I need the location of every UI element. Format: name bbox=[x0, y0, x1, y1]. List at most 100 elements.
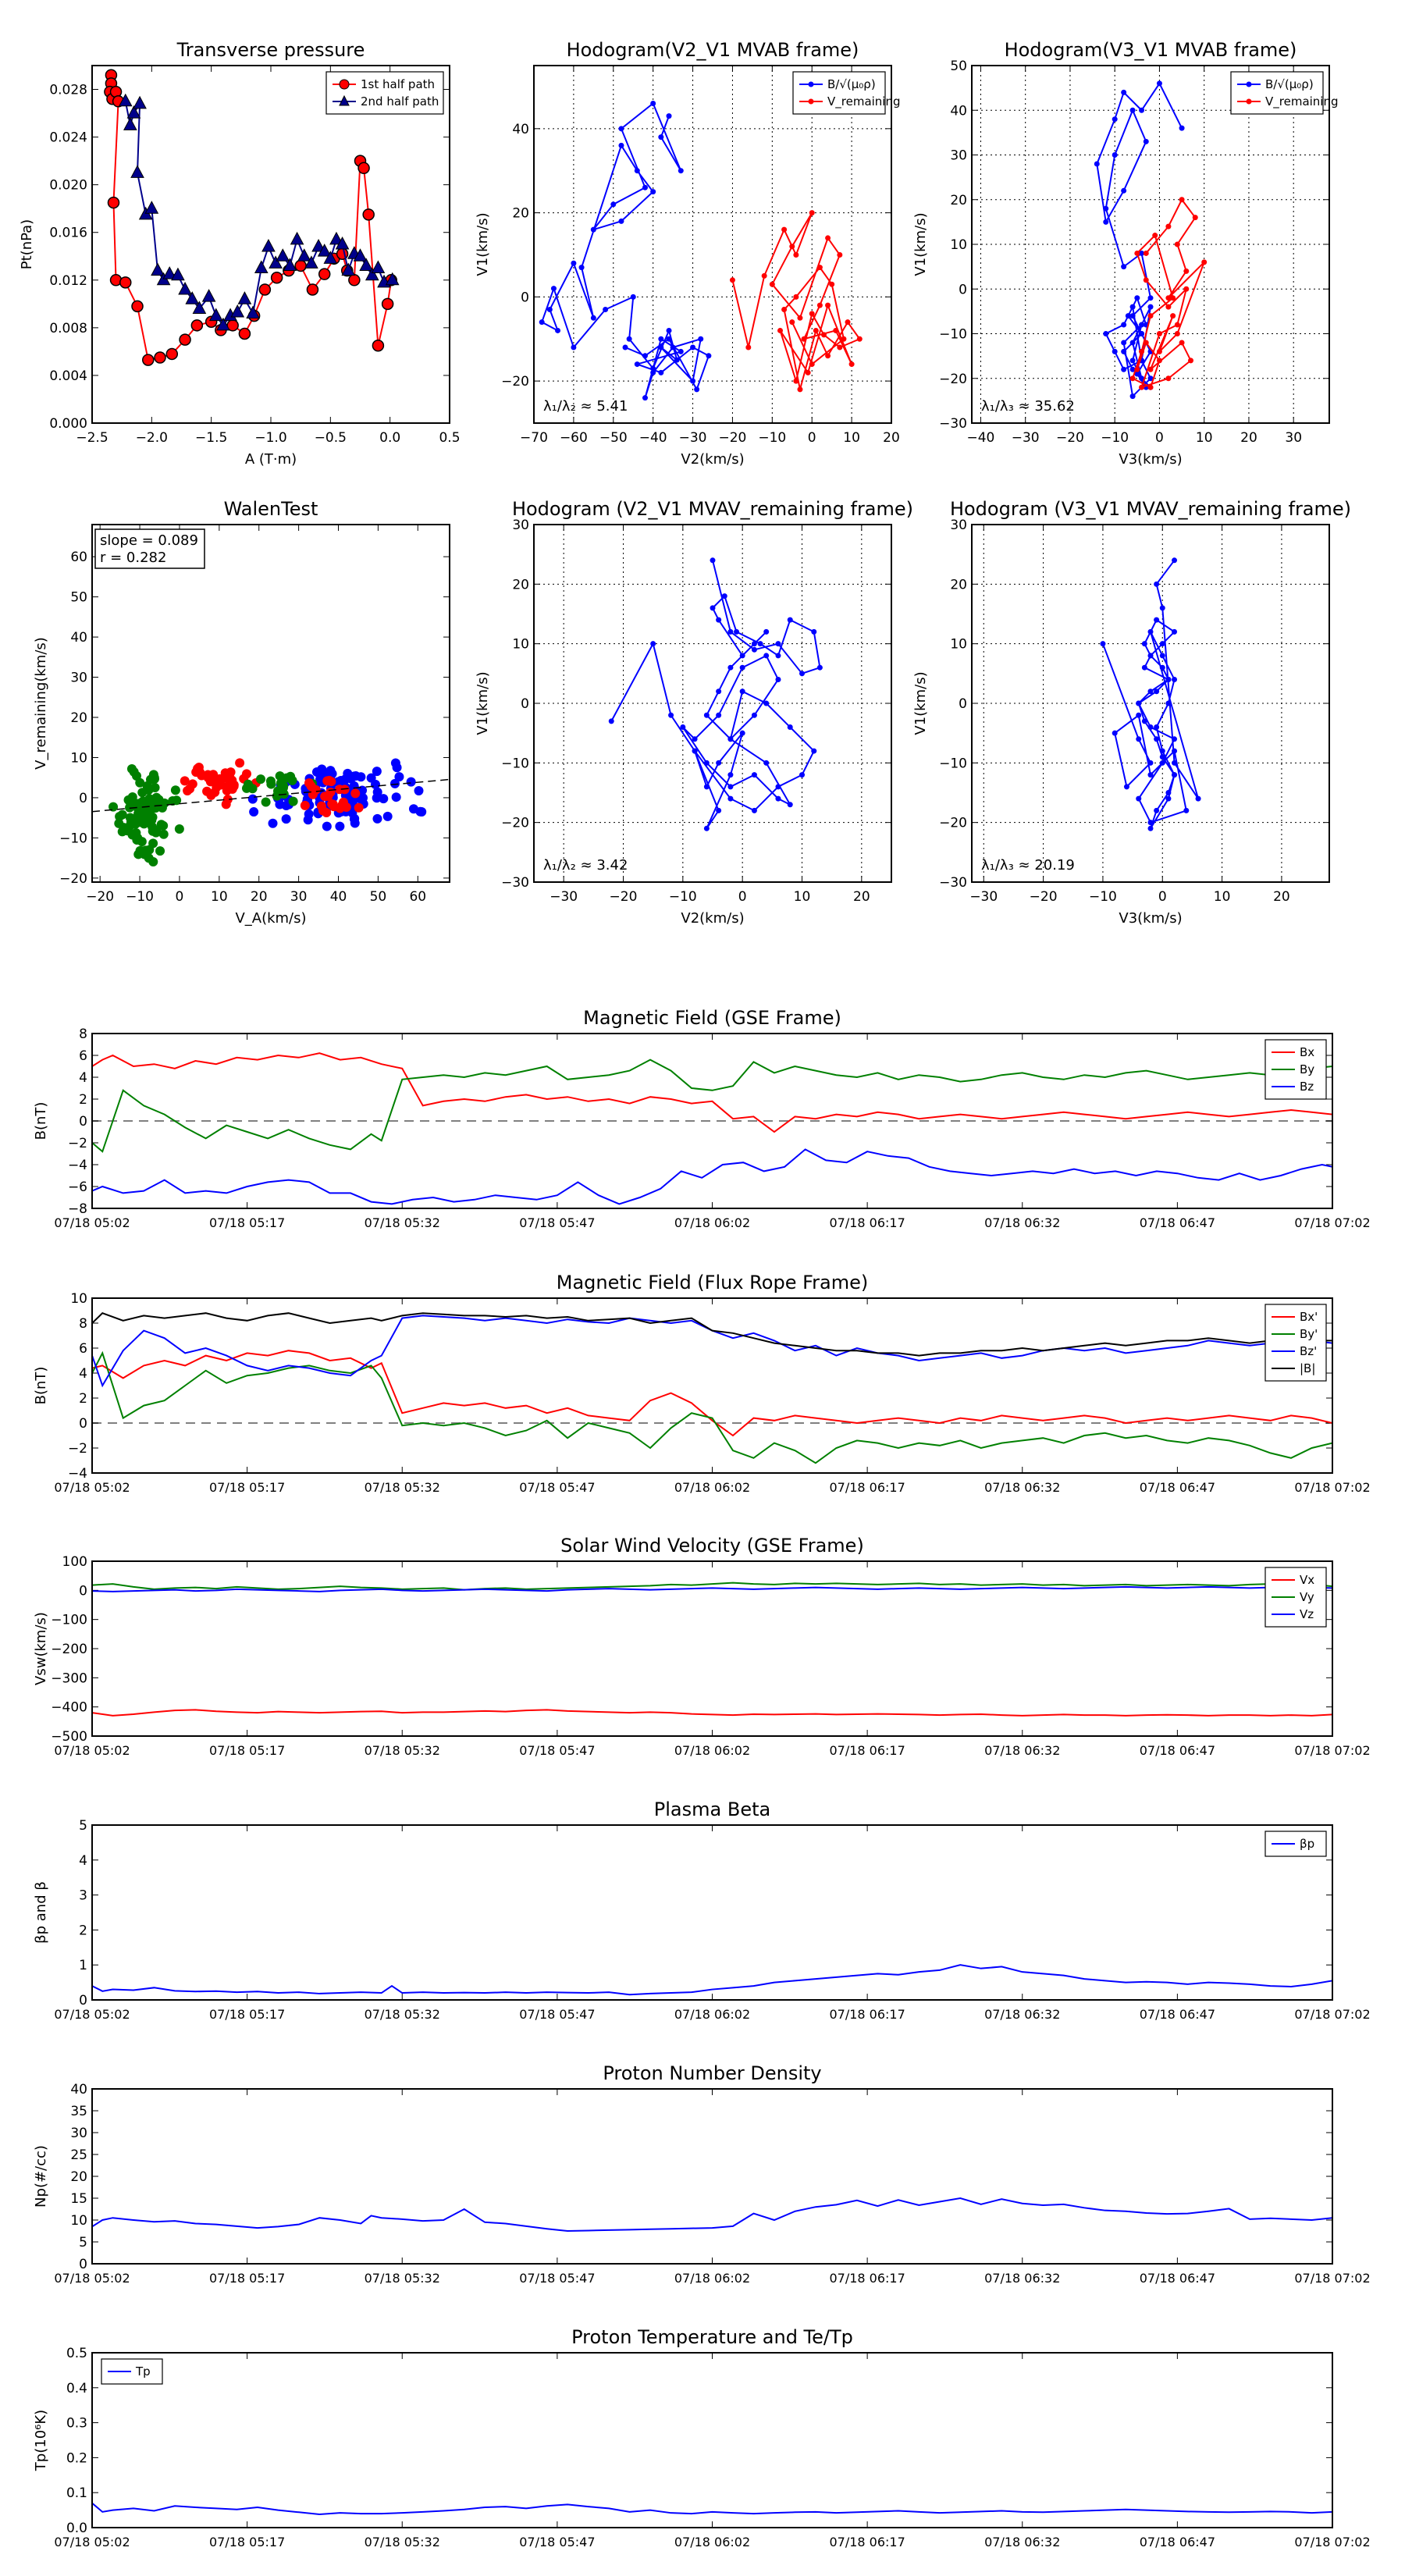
y-tick-label: 0 bbox=[521, 696, 529, 712]
data-point bbox=[578, 265, 585, 271]
legend-box bbox=[325, 71, 444, 115]
legend-marker bbox=[808, 81, 814, 87]
data-point bbox=[571, 260, 577, 266]
data-point bbox=[727, 736, 734, 742]
data-point bbox=[799, 772, 805, 778]
x-tick-label: 0 bbox=[1155, 430, 1164, 446]
data-point bbox=[323, 251, 338, 264]
y-axis-label: B(nT) bbox=[33, 1102, 49, 1140]
data-point bbox=[775, 676, 781, 682]
data-point bbox=[658, 344, 664, 350]
x-axis-label: V_A(km/s) bbox=[235, 910, 306, 927]
x-tick-label: 40 bbox=[330, 889, 347, 905]
y-tick-label: 40 bbox=[70, 630, 87, 646]
scatter-point bbox=[417, 806, 427, 817]
data-point bbox=[1100, 641, 1106, 647]
x-tick-label: 20 bbox=[1273, 889, 1290, 905]
x-tick-label: 50 bbox=[370, 889, 387, 905]
data-point bbox=[837, 251, 843, 258]
x-tick-label: 07/18 06:02 bbox=[674, 2535, 750, 2549]
data-point bbox=[692, 748, 698, 754]
scatter-point bbox=[261, 797, 271, 807]
series-line-p bbox=[92, 1964, 1332, 1996]
data-point bbox=[650, 641, 656, 647]
data-point bbox=[571, 344, 577, 350]
data-point bbox=[721, 593, 727, 600]
scatter-point bbox=[221, 799, 231, 809]
series-line-tp bbox=[92, 2502, 1332, 2515]
data-point bbox=[622, 344, 628, 350]
chart-title: Hodogram(V3_V1 MVAB frame) bbox=[1005, 39, 1297, 61]
y-tick-label: 0.0 bbox=[66, 2521, 87, 2536]
scatter-point bbox=[149, 773, 159, 783]
plot-area-h1 bbox=[539, 100, 863, 401]
x-tick-label: −1.5 bbox=[195, 430, 227, 446]
chart-mag_fr: Magnetic Field (Flux Rope Frame) 07/18 05… bbox=[33, 1272, 1371, 1495]
y-axis-label: Pt(nPa) bbox=[19, 219, 35, 269]
legend-label: Vx bbox=[1300, 1573, 1314, 1587]
y-tick-label: 0.004 bbox=[49, 368, 87, 384]
data-point bbox=[1129, 375, 1136, 382]
plot-frame bbox=[91, 1824, 1333, 2001]
data-point bbox=[751, 712, 757, 718]
data-point bbox=[668, 712, 674, 718]
data-point bbox=[634, 361, 640, 368]
plot-area-walen bbox=[92, 758, 450, 866]
scatter-point bbox=[320, 792, 330, 802]
x-tick-label: 07/18 06:02 bbox=[674, 1743, 750, 1758]
x-tick-label: −2.5 bbox=[76, 430, 108, 446]
data-point bbox=[1159, 748, 1165, 754]
scatter-point bbox=[338, 797, 348, 807]
legend-label: B/√(μ₀ρ) bbox=[827, 77, 876, 91]
x-tick-label: 07/18 05:47 bbox=[519, 2271, 595, 2286]
data-point bbox=[775, 653, 781, 659]
eigenvalue-ratio-annotation: λ₁/λ₃ ≈ 35.62 bbox=[981, 398, 1075, 415]
scatter-point bbox=[350, 770, 361, 781]
chart-h1: Hodogram(V2_V1 MVAB frame) −70 −60 −50 −40 −3… bbox=[475, 39, 901, 468]
data-point bbox=[329, 231, 343, 245]
data-point bbox=[793, 251, 799, 258]
scatter-point bbox=[229, 781, 239, 792]
y-tick-label: 20 bbox=[512, 577, 529, 592]
y-tick-label: 8 bbox=[79, 1316, 87, 1332]
data-point bbox=[751, 646, 757, 653]
y-tick-label: 0.1 bbox=[66, 2485, 87, 2501]
data-point bbox=[1183, 807, 1190, 813]
data-point bbox=[658, 369, 664, 375]
legend-label: |B| bbox=[1300, 1361, 1315, 1375]
y-tick-label: 0.008 bbox=[49, 321, 87, 336]
data-point bbox=[1147, 295, 1154, 301]
y-axis-label: V1(km/s) bbox=[475, 671, 491, 735]
data-point bbox=[710, 557, 716, 564]
scatter-point bbox=[275, 771, 285, 781]
scatter-point bbox=[108, 802, 119, 812]
scatter-point bbox=[117, 809, 127, 820]
scatter-point bbox=[193, 763, 203, 774]
scatter-point bbox=[241, 769, 251, 779]
data-point bbox=[666, 327, 672, 333]
data-point bbox=[703, 825, 710, 831]
legend: B/√(μ₀ρ) V_remaining bbox=[1230, 71, 1339, 115]
x-tick-label: 07/18 07:02 bbox=[1294, 2535, 1370, 2549]
y-tick-label: 20 bbox=[70, 2169, 87, 2185]
data-point bbox=[1129, 393, 1136, 400]
data-point bbox=[775, 641, 781, 647]
y-axis-label: Vsw(km/s) bbox=[33, 1612, 49, 1685]
x-tick-label: 07/18 05:02 bbox=[54, 1215, 130, 1230]
y-tick-label: 50 bbox=[70, 590, 87, 606]
data-point bbox=[751, 772, 757, 778]
y-tick-label: 0.024 bbox=[49, 130, 87, 146]
data-point bbox=[1136, 736, 1142, 742]
data-point bbox=[1183, 268, 1190, 274]
data-point bbox=[793, 294, 799, 300]
y-tick-label: 0.020 bbox=[49, 178, 87, 194]
data-point bbox=[833, 327, 839, 333]
data-point bbox=[845, 319, 851, 326]
legend-label: 2nd half path bbox=[361, 94, 439, 109]
y-tick-label: 20 bbox=[950, 577, 967, 592]
data-point bbox=[283, 258, 297, 271]
data-point bbox=[1147, 760, 1154, 766]
data-point bbox=[1129, 107, 1136, 113]
y-tick-label: 30 bbox=[950, 518, 967, 533]
chart-title: Magnetic Field (GSE Frame) bbox=[583, 1007, 841, 1029]
